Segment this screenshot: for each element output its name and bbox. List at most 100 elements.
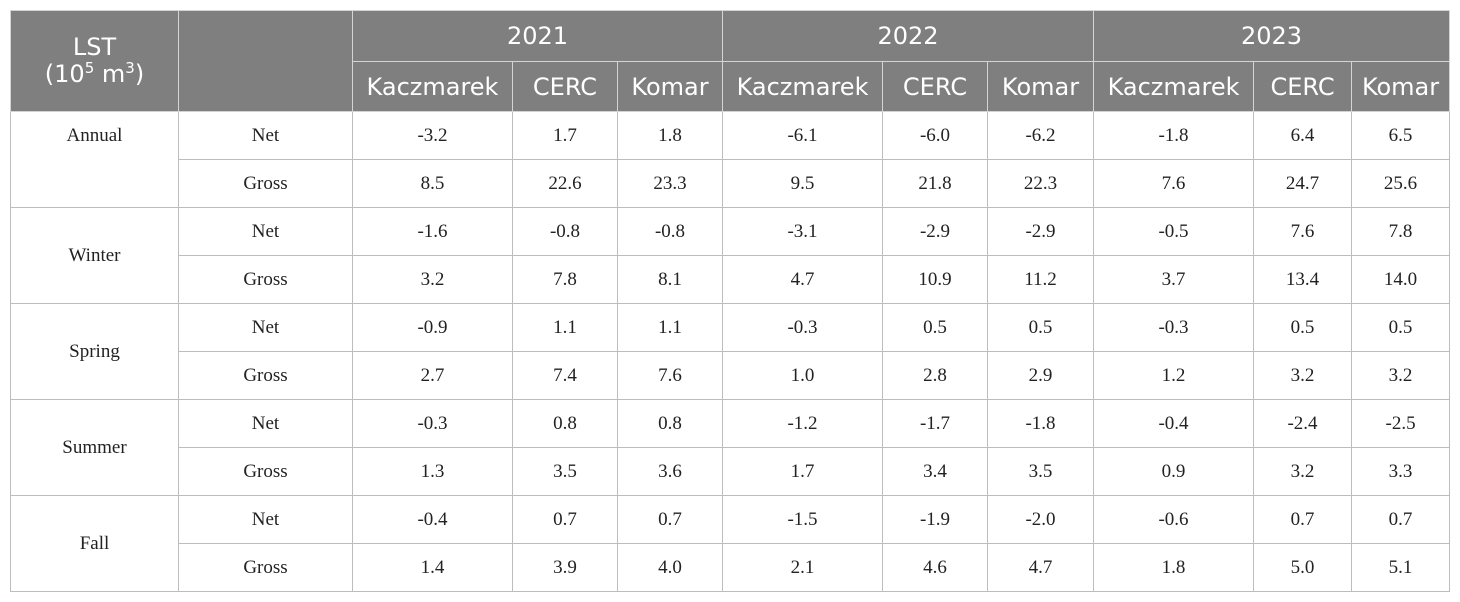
value-cell: 3.2 [352,255,513,304]
value-cell: 3.2 [1253,351,1353,400]
table-row: Winter Net -1.6 -0.8 -0.8 -3.1 -2.9 -2.9… [10,207,1451,304]
method-header: Komar [987,61,1095,112]
value-cell: -2.9 [987,207,1095,256]
value-cell: 1.8 [1093,543,1255,592]
value-cell: 7.8 [1351,207,1451,256]
value-cell: -6.0 [882,111,989,160]
table-row: Gross 1.4 3.9 4.0 2.1 4.6 4.7 1.8 5.0 5.… [11,543,1451,592]
season-cell: Winter [10,207,179,304]
value-cell: -1.8 [1093,111,1255,160]
value-cell: -1.8 [987,399,1095,448]
year-header-2021: 2021 [351,10,724,62]
value-cell: 3.4 [882,447,989,496]
value-cell: -1.9 [882,495,989,544]
value-cell: 2.9 [987,351,1095,400]
value-cell: 5.0 [1253,543,1353,592]
value-cell: 4.6 [882,543,989,592]
table-row: Gross 1.3 3.5 3.6 1.7 3.4 3.5 0.9 3.2 3.… [11,447,1451,496]
value-cell: 3.2 [1253,447,1353,496]
value-cell: 1.2 [1093,351,1255,400]
value-cell: 0.7 [1351,495,1451,544]
value-cell: 0.5 [882,303,989,352]
method-header: CERC [1253,61,1353,112]
table-row: Fall Net -0.4 0.7 0.7 -1.5 -1.9 -2.0 -0.… [10,495,1451,592]
value-cell: 24.7 [1253,159,1353,208]
value-cell: 7.6 [1093,159,1255,208]
table-header: LST (105 m3) 2021 2022 2023 Kaczmarek CE… [10,10,1451,112]
type-cell: Net [178,495,353,544]
value-cell: 3.5 [987,447,1095,496]
value-cell: 2.8 [882,351,989,400]
method-header: CERC [882,61,989,112]
lst-label: LST [72,33,117,61]
value-cell: -2.5 [1351,399,1451,448]
value-cell: 0.9 [1093,447,1255,496]
type-cell: Net [178,111,353,160]
value-cell: 0.7 [616,495,724,544]
value-cell: 0.7 [512,495,618,544]
value-cell: 1.1 [616,303,724,352]
method-header: Kaczmarek [1093,61,1255,112]
value-cell: 7.4 [512,351,618,400]
value-cell: 2.1 [722,543,884,592]
table-container: LST (105 m3) 2021 2022 2023 Kaczmarek CE… [10,10,1451,592]
type-cell: Net [178,399,353,448]
value-cell: -0.3 [722,303,884,352]
value-cell: 5.1 [1351,543,1451,592]
value-cell: 22.3 [987,159,1095,208]
table-row: Gross 3.2 7.8 8.1 4.7 10.9 11.2 3.7 13.4… [11,255,1451,304]
value-cell: 7.6 [616,351,724,400]
value-cell: -6.2 [987,111,1095,160]
value-cell: 13.4 [1253,255,1353,304]
value-cell: 1.0 [722,351,884,400]
value-cell: 23.3 [616,159,724,208]
value-cell: 4.7 [722,255,884,304]
value-cell: 25.6 [1351,159,1451,208]
value-cell: 6.5 [1351,111,1451,160]
value-cell: 3.9 [512,543,618,592]
type-cell: Gross [178,255,353,304]
value-cell: 21.8 [882,159,989,208]
value-cell: -2.9 [882,207,989,256]
type-cell: Gross [178,447,353,496]
type-cell: Gross [178,351,353,400]
value-cell: -3.1 [722,207,884,256]
type-cell: Net [178,207,353,256]
value-cell: -1.2 [722,399,884,448]
method-header: Kaczmarek [352,61,513,112]
season-cell: Annual [10,111,179,208]
value-cell: 3.2 [1351,351,1451,400]
method-header: Kaczmarek [722,61,884,112]
lst-table: LST (105 m3) 2021 2022 2023 Kaczmarek CE… [10,10,1451,592]
value-cell: 7.8 [512,255,618,304]
value-cell: -0.4 [352,495,513,544]
table-row: Summer Net -0.3 0.8 0.8 -1.2 -1.7 -1.8 -… [10,399,1451,496]
value-cell: -0.8 [512,207,618,256]
value-cell: 0.5 [987,303,1095,352]
value-cell: -1.6 [352,207,513,256]
value-cell: 1.7 [722,447,884,496]
value-cell: -0.3 [1093,303,1255,352]
value-cell: -0.5 [1093,207,1255,256]
value-cell: -0.4 [1093,399,1255,448]
value-cell: 3.5 [512,447,618,496]
method-header: Komar [1351,61,1451,112]
value-cell: -0.8 [616,207,724,256]
value-cell: 1.8 [616,111,724,160]
season-cell: Summer [10,399,179,496]
value-cell: -6.1 [722,111,884,160]
table-row: Annual Net -3.2 1.7 1.8 -6.1 -6.0 -6.2 -… [10,111,1451,208]
type-cell: Gross [178,543,353,592]
value-cell: -3.2 [352,111,513,160]
type-cell: Gross [178,159,353,208]
value-cell: 14.0 [1351,255,1451,304]
season-cell: Fall [10,495,179,592]
table-row: Spring Net -0.9 1.1 1.1 -0.3 0.5 0.5 -0.… [10,303,1451,400]
method-header: CERC [512,61,618,112]
value-cell: 1.1 [512,303,618,352]
table-row: Gross 8.5 22.6 23.3 9.5 21.8 22.3 7.6 24… [11,159,1451,208]
value-cell: 1.4 [352,543,513,592]
value-cell: 3.3 [1351,447,1451,496]
value-cell: 1.3 [352,447,513,496]
value-cell: -2.0 [987,495,1095,544]
